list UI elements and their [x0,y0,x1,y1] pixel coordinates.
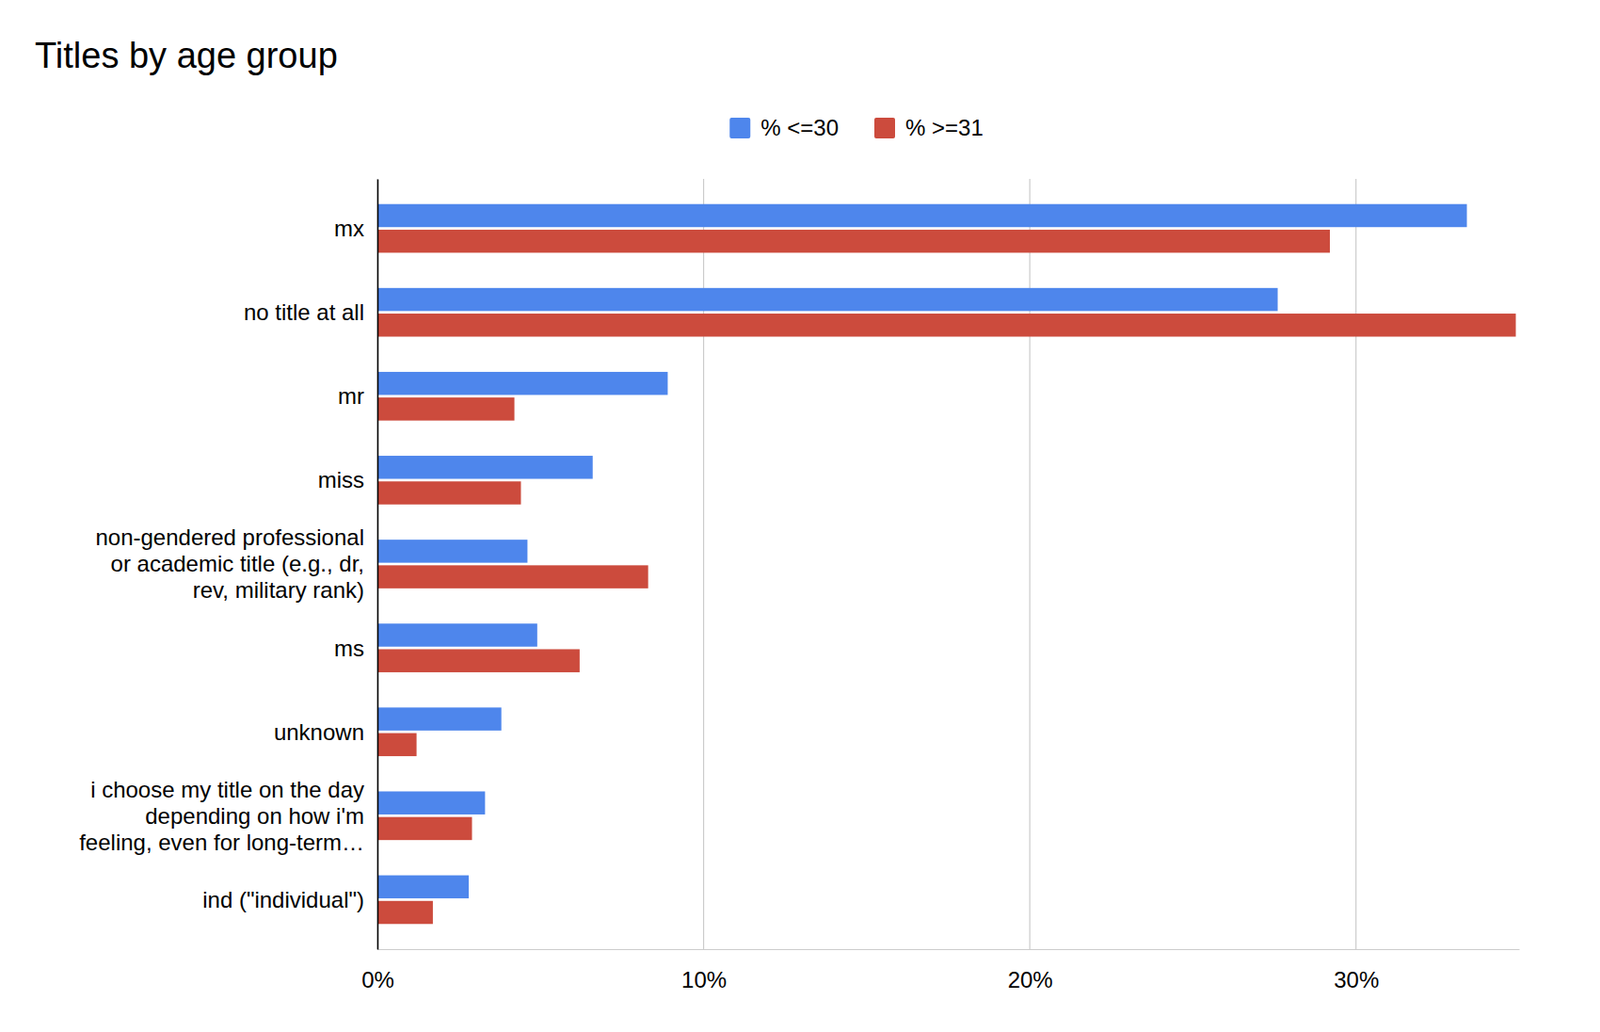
y-tick: non-gendered professionalor academic tit… [95,524,378,603]
x-tick-label: 20% [1008,966,1054,992]
y-tick: mr [337,383,378,409]
bar [377,790,485,814]
bar [377,816,473,840]
y-tick-label: unknown [273,719,365,745]
bar [377,648,580,672]
y-tick-label: no title at all [243,299,365,325]
legend-label: % <=30 [760,114,839,141]
bar [377,288,1279,311]
y-tick-label: miss [318,466,365,493]
bar [377,397,515,420]
bar [377,539,528,562]
y-tick-label: mx [334,215,365,241]
grid-line [1355,178,1357,949]
bar [377,480,521,504]
y-tick: ind ("individual") [202,886,378,912]
y-tick: ms [334,635,378,661]
y-tick: mx [334,215,378,241]
x-axis-line [378,948,1520,950]
bar [377,455,593,479]
x-axis: 0% 10% 20% 30% [361,948,1520,992]
y-axis-line [377,179,380,950]
bars [377,204,1517,925]
x-tick-label: 30% [1333,966,1379,992]
bar [377,623,538,646]
x-tick: 30% [1333,948,1379,992]
legend-label: % >=31 [905,114,984,141]
x-tick: 0% [361,948,395,992]
x-tick: 10% [681,948,727,992]
grid-line [376,178,378,949]
bar [377,229,1330,253]
bar [377,875,469,898]
y-tick-label: mr [337,383,365,409]
y-tick-label: non-gendered professionalor academic tit… [95,524,365,603]
chart: Titles by age group 0% 10% 20% 30% mx no title… [0,0,1600,1032]
legend-item: % <=30 [729,114,839,141]
bar [377,900,433,924]
bar [377,706,502,730]
bar [377,371,668,395]
y-tick-label: ms [334,635,365,661]
y-tick: no title at all [243,299,378,325]
y-tick: miss [318,466,378,493]
legend: % <=30 % >=31 [729,114,983,141]
title: Titles by age group [34,35,338,76]
bar [377,313,1517,336]
legend-item: % >=31 [874,114,984,141]
y-tick-label: ind ("individual") [202,886,365,912]
bar [377,733,417,756]
y-tick-label: i choose my title on the daydepending on… [79,776,365,855]
grid [377,178,1357,949]
x-tick-label: 10% [681,966,727,992]
legend-swatch [874,117,896,139]
y-tick: i choose my title on the daydepending on… [79,776,378,855]
x-tick: 20% [1008,948,1054,992]
bar [377,204,1468,227]
y-axis: mx no title at all mr miss non-gendered prof… [79,179,378,950]
y-tick: unknown [273,719,378,745]
bar [377,564,649,588]
x-tick-label: 0% [361,966,395,992]
legend-swatch [729,117,751,139]
